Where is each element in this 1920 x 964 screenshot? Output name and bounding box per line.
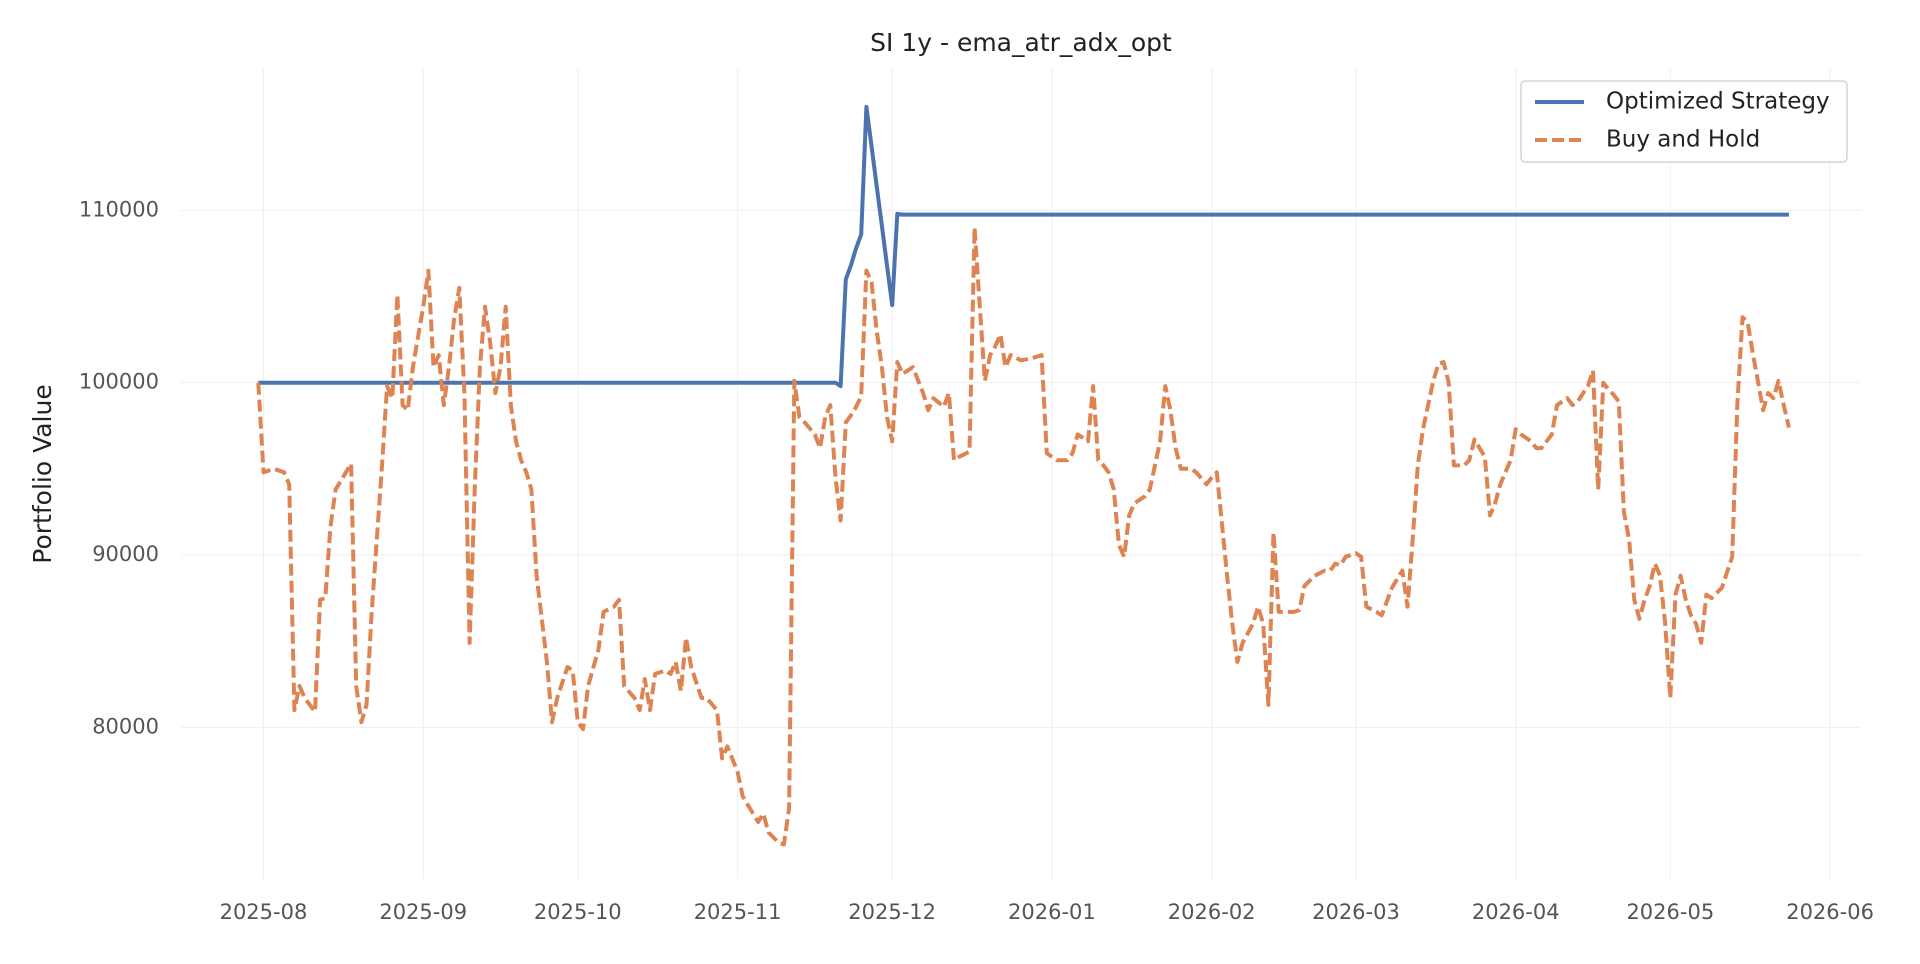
x-tick-label: 2026-02 [1168,900,1256,924]
x-tick-label: 2025-10 [534,900,622,924]
legend-box [1520,80,1848,163]
y-tick-label: 110000 [79,197,159,221]
y-tick-label: 90000 [92,542,159,566]
legend-label: Buy and Hold [1606,127,1760,153]
legend-label: Optimized Strategy [1606,89,1830,115]
x-tick-label: 2026-06 [1786,900,1874,924]
x-tick-label: 2025-12 [848,900,936,924]
x-tick-label: 2026-01 [1008,900,1096,924]
y-axis-label: Portfolio Value [28,384,57,563]
y-tick-label: 100000 [79,370,159,394]
x-tick-label: 2025-11 [694,900,782,924]
x-tick-label: 2026-05 [1626,900,1714,924]
series-line [256,225,1791,847]
series-line [258,104,1789,389]
y-tick-label: 80000 [92,714,159,738]
x-tick-label: 2025-09 [379,900,467,924]
x-tick-label: 2025-08 [220,900,308,924]
x-tick-label: 2026-03 [1312,900,1400,924]
x-tick-label: 2026-04 [1472,900,1560,924]
chart-title: SI 1y - ema_atr_adx_opt [870,28,1172,57]
